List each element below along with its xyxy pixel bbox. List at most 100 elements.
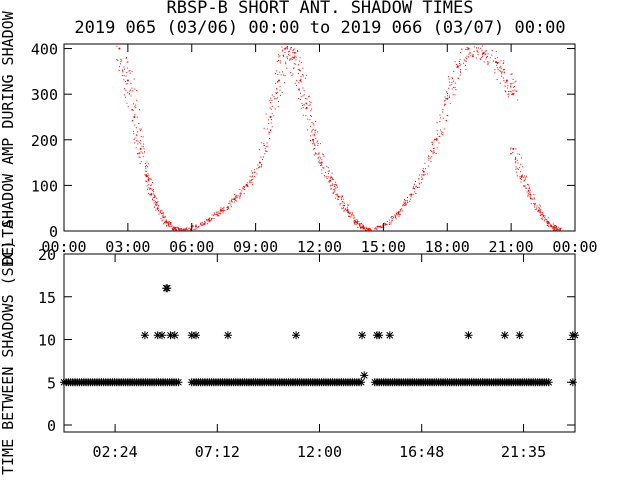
- amplitude-dot: [542, 214, 544, 216]
- amplitude-dot: [183, 229, 185, 231]
- amplitude-dot: [139, 142, 141, 144]
- amplitude-dot: [315, 138, 317, 139]
- amplitude-dot: [120, 58, 122, 60]
- amplitude-dot: [547, 225, 549, 227]
- amplitude-dot: [279, 62, 281, 64]
- amplitude-dot: [294, 52, 296, 54]
- amplitude-dot: [271, 105, 273, 107]
- amplitude-dot: [277, 106, 279, 108]
- amplitude-dot: [234, 198, 236, 200]
- amplitude-dot: [454, 61, 456, 63]
- amplitude-point: [312, 138, 315, 141]
- amplitude-dot: [528, 186, 530, 188]
- amplitude-dot: [336, 195, 338, 197]
- amplitude-dot: [156, 208, 158, 210]
- amplitude-dot: [525, 187, 527, 189]
- amplitude-dot: [318, 159, 320, 161]
- amplitude-dot: [472, 56, 474, 57]
- amplitude-dot: [116, 58, 118, 60]
- amplitude-dot: [359, 223, 361, 225]
- amplitude-dot: [314, 148, 315, 149]
- amplitude-dot: [146, 185, 148, 187]
- amplitude-dot: [527, 193, 529, 195]
- amplitude-dot: [276, 61, 278, 63]
- amplitude-dot: [150, 178, 152, 180]
- amplitude-dot: [117, 60, 119, 62]
- amplitude-dot: [465, 48, 467, 50]
- amplitude-dot: [333, 179, 335, 180]
- amplitude-dot: [548, 225, 549, 227]
- amplitude-dot: [142, 152, 144, 154]
- amplitude-dot: [550, 226, 552, 228]
- amplitude-dot: [324, 176, 326, 178]
- amplitude-dot: [428, 156, 430, 157]
- amplitude-dot: [540, 214, 542, 215]
- amplitude-dot: [311, 122, 313, 124]
- amplitude-dot: [283, 48, 285, 50]
- amplitude-dot: [290, 47, 291, 49]
- amplitude-dot: [395, 212, 397, 214]
- amplitude-dot: [302, 67, 304, 69]
- amplitude-dot: [331, 184, 333, 186]
- amplitude-dot: [429, 157, 431, 159]
- amplitude-dot: [334, 188, 336, 190]
- amplitude-dot: [422, 170, 424, 171]
- amplitude-dot: [356, 222, 358, 223]
- amplitude-dot: [275, 92, 277, 94]
- amplitude-dot: [134, 142, 136, 144]
- amplitude-dot: [169, 221, 171, 223]
- amplitude-dot: [136, 90, 138, 92]
- amplitude-dot: [415, 181, 416, 182]
- amplitude-dot: [404, 202, 405, 204]
- amplitude-dot: [331, 188, 333, 190]
- amplitude-dot: [336, 193, 338, 195]
- amplitude-dot: [130, 109, 132, 111]
- chart-title: RBSP-B SHORT ANT. SHADOW TIMES: [166, 0, 473, 18]
- amplitude-dot: [161, 215, 163, 217]
- amplitude-dot: [363, 227, 365, 229]
- amplitude-dot: [318, 161, 320, 163]
- amplitude-point: [284, 47, 287, 50]
- amplitude-dot: [174, 229, 176, 231]
- amplitude-dot: [276, 88, 277, 90]
- amplitude-dot: [546, 220, 548, 222]
- amplitude-dot: [442, 111, 444, 113]
- amplitude-dot: [302, 87, 304, 89]
- amplitude-dot: [330, 175, 332, 177]
- amplitude-dot: [359, 223, 360, 225]
- amplitude-y-tick-label: 400: [31, 41, 58, 59]
- amplitude-dot: [439, 114, 441, 116]
- amplitude-dot: [386, 223, 388, 225]
- amplitude-dot: [458, 61, 460, 63]
- amplitude-dot: [484, 50, 486, 52]
- amplitude-dot: [375, 228, 377, 230]
- amplitude-dot: [263, 127, 265, 129]
- amplitude-dot: [285, 46, 287, 48]
- amplitude-dot: [241, 187, 243, 189]
- amplitude-dot: [433, 151, 435, 153]
- amplitude-dot: [259, 166, 261, 168]
- amplitude-dot: [198, 226, 200, 228]
- amplitude-dot: [313, 124, 315, 126]
- amplitude-dot: [300, 78, 302, 80]
- amplitude-dot: [439, 117, 441, 119]
- amplitude-dot: [449, 81, 451, 83]
- amplitude-dot: [516, 175, 518, 177]
- amplitude-dot: [166, 225, 167, 227]
- interval-panel: TIME BETWEEN SHADOWS (SEC) DELTA 0 5 10 15 2…: [0, 220, 579, 475]
- amplitude-dot: [333, 184, 335, 186]
- amplitude-dot: [222, 212, 224, 214]
- chart-subtitle: 2019 065 (03/06) 00:00 to 2019 066 (03/0…: [74, 18, 565, 38]
- amplitude-dot: [283, 82, 285, 84]
- amplitude-dot: [192, 226, 193, 228]
- amplitude-dot: [170, 224, 172, 225]
- amplitude-dot: [239, 193, 241, 195]
- amplitude-dot: [174, 227, 176, 229]
- amplitude-segment-4: [465, 45, 519, 101]
- amplitude-dot: [279, 86, 281, 88]
- amplitude-dot: [331, 177, 333, 179]
- amplitude-dot: [287, 46, 288, 47]
- amplitude-dot: [231, 198, 233, 200]
- amplitude-dot: [235, 196, 237, 198]
- amplitude-dot: [475, 57, 477, 59]
